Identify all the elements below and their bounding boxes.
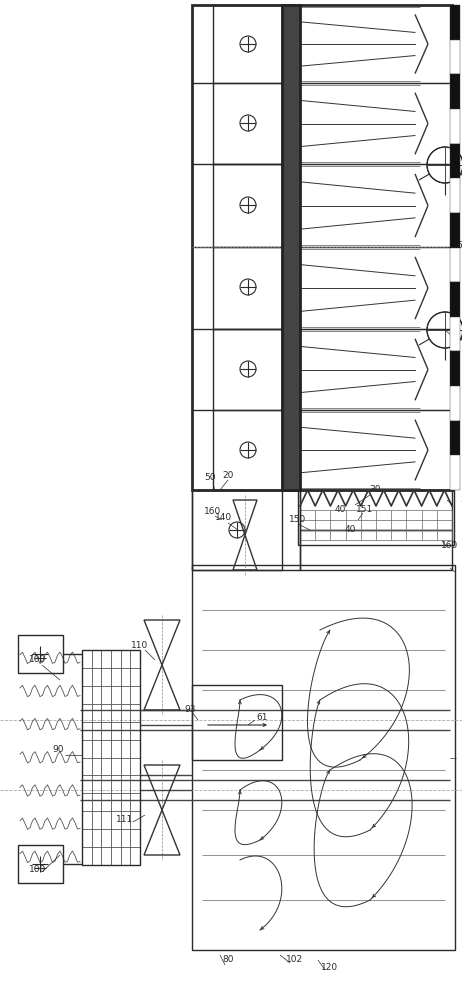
Bar [298, 490, 454, 545]
Text: 93: 93 [184, 706, 196, 714]
Text: 52: 52 [460, 495, 462, 504]
Bar [192, 685, 282, 760]
Text: 150: 150 [289, 516, 307, 524]
Text: 80: 80 [222, 956, 234, 964]
Bar [450, 144, 460, 178]
Text: 30: 30 [369, 486, 381, 494]
Bar [450, 247, 460, 282]
Bar [300, 490, 452, 530]
Bar [192, 490, 282, 570]
Text: 100: 100 [30, 656, 47, 664]
Bar [450, 178, 460, 213]
Text: 50: 50 [204, 474, 216, 483]
Text: 110: 110 [131, 641, 149, 650]
Text: 102: 102 [286, 956, 304, 964]
Bar [213, 164, 282, 329]
Bar [450, 386, 460, 421]
Bar [82, 650, 140, 865]
Bar [450, 213, 460, 247]
Bar [450, 317, 460, 351]
Text: 20: 20 [222, 471, 234, 480]
Text: 160: 160 [441, 540, 459, 550]
Bar [450, 282, 460, 317]
Bar [192, 5, 452, 490]
Text: 60: 60 [456, 240, 462, 249]
Bar [213, 5, 282, 164]
Bar [450, 5, 460, 40]
Text: 40: 40 [334, 506, 346, 514]
Bar [192, 490, 300, 570]
Bar [300, 530, 452, 570]
Text: 61: 61 [256, 714, 268, 722]
Bar [282, 5, 300, 490]
Bar [450, 351, 460, 386]
Bar [450, 40, 460, 74]
Bar [450, 74, 460, 109]
Text: 100: 100 [30, 865, 47, 874]
Bar [192, 565, 455, 950]
Text: 120: 120 [322, 964, 339, 972]
Text: 160: 160 [204, 508, 222, 516]
Text: 40: 40 [344, 526, 356, 534]
Bar [450, 455, 460, 490]
Bar [213, 329, 282, 490]
Bar [450, 421, 460, 455]
Text: 111: 111 [116, 816, 134, 824]
Bar [18, 845, 63, 883]
Bar [18, 635, 63, 673]
Text: 140: 140 [215, 514, 232, 522]
Text: 90: 90 [52, 746, 64, 754]
Text: 151: 151 [356, 506, 374, 514]
Bar [450, 109, 460, 144]
Text: 22: 22 [460, 330, 462, 340]
